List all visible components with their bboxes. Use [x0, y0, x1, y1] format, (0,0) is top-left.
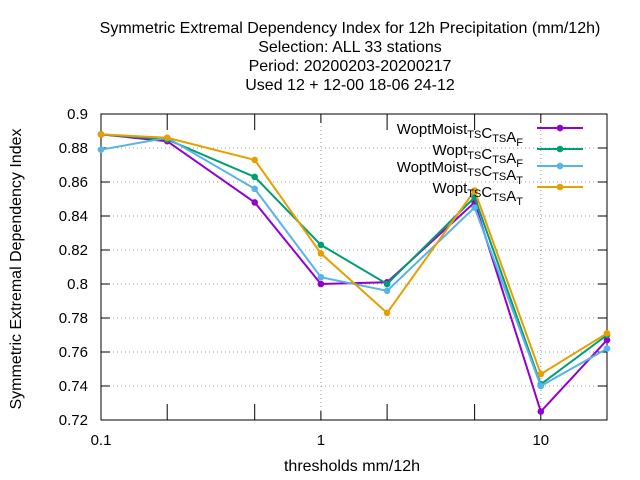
data-point: [383, 309, 391, 317]
x-axis-label: thresholds mm/12h: [284, 458, 420, 475]
data-point: [317, 250, 325, 257]
data-point: [317, 241, 325, 249]
data-point: [97, 146, 105, 153]
legend-swatch-marker: [556, 145, 564, 153]
data-point: [383, 280, 391, 288]
legend-label: WoptTSCTSAF: [433, 142, 524, 170]
series-line: [100, 133, 608, 376]
data-point: [251, 199, 259, 206]
legend: WoptMoistTSCTSAFWoptTSCTSAFWoptMoistTSCT…: [397, 121, 583, 208]
y-tick-label: 0.78: [59, 310, 88, 327]
data-point: [251, 156, 259, 164]
y-tick-label: 0.82: [59, 242, 88, 259]
series-line: [100, 133, 608, 414]
legend-swatch-marker: [556, 124, 564, 132]
legend-label: WoptMoistTSCTSAT: [397, 159, 524, 187]
data-point: [603, 330, 611, 337]
legend-swatch-marker: [556, 162, 564, 170]
data-point: [603, 336, 611, 344]
title-line-2: Selection: ALL 33 stations: [258, 39, 442, 56]
legend-label: WoptTSCTSAT: [433, 180, 524, 208]
data-point: [317, 280, 325, 288]
series-layer: [97, 131, 611, 415]
grid: [101, 114, 607, 420]
y-tick-label: 0.8: [67, 276, 88, 293]
data-point: [471, 204, 478, 211]
legend-label: WoptMoistTSCTSAF: [397, 121, 524, 149]
axes: 0.72 0.74 0.76 0.78 0.8 0.82 0.84 0.86 0.88 0.9 0.…: [59, 106, 608, 449]
title-line-1: Symmetric Extremal Dependency Index for …: [100, 20, 601, 37]
data-point: [537, 408, 545, 415]
data-point: [383, 287, 391, 295]
data-point: [251, 173, 259, 181]
y-tick-label: 0.74: [59, 378, 88, 395]
chart-title: Symmetric Extremal Dependency Index for …: [100, 20, 601, 94]
x-tick-label: 0.1: [91, 432, 112, 449]
data-point: [251, 185, 259, 193]
legend-swatch-marker: [556, 183, 564, 191]
plot-frame: [100, 113, 608, 421]
data-point: [537, 382, 545, 390]
y-tick-label: 0.76: [59, 344, 88, 361]
y-tick-label: 0.88: [59, 140, 88, 157]
y-tick-label: 0.86: [59, 174, 88, 191]
x-tick-label: 1: [317, 432, 325, 449]
y-tick-label: 0.72: [59, 412, 88, 429]
y-axis-label: Symmetric Extremal Dependency Index: [8, 129, 25, 410]
y-tick-label: 0.9: [67, 106, 88, 123]
title-line-3: Period: 20200203-20200217: [249, 58, 452, 75]
data-point: [97, 131, 105, 138]
data-point: [537, 370, 545, 378]
data-point: [471, 187, 478, 194]
title-line-4: Used 12 + 12-00 18-06 24-12: [245, 77, 455, 94]
data-point: [163, 134, 171, 142]
data-point: [317, 273, 325, 281]
x-tick-label: 10: [532, 432, 549, 449]
y-tick-label: 0.84: [59, 208, 88, 225]
data-point: [603, 345, 611, 352]
